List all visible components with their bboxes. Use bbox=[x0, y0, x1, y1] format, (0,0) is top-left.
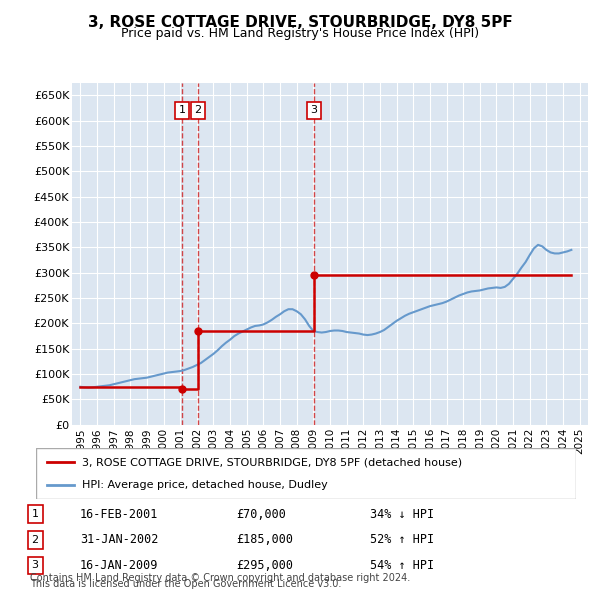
Text: 31-JAN-2002: 31-JAN-2002 bbox=[80, 533, 158, 546]
Text: 3, ROSE COTTAGE DRIVE, STOURBRIDGE, DY8 5PF: 3, ROSE COTTAGE DRIVE, STOURBRIDGE, DY8 … bbox=[88, 15, 512, 30]
Text: 1: 1 bbox=[179, 106, 185, 116]
Text: 16-FEB-2001: 16-FEB-2001 bbox=[80, 508, 158, 521]
Text: This data is licensed under the Open Government Licence v3.0.: This data is licensed under the Open Gov… bbox=[30, 579, 341, 589]
Text: Contains HM Land Registry data © Crown copyright and database right 2024.: Contains HM Land Registry data © Crown c… bbox=[30, 573, 410, 583]
Text: £185,000: £185,000 bbox=[236, 533, 293, 546]
Text: 52% ↑ HPI: 52% ↑ HPI bbox=[370, 533, 434, 546]
Text: 34% ↓ HPI: 34% ↓ HPI bbox=[370, 508, 434, 521]
Text: 3: 3 bbox=[32, 560, 38, 571]
Text: Price paid vs. HM Land Registry's House Price Index (HPI): Price paid vs. HM Land Registry's House … bbox=[121, 27, 479, 40]
Text: 1: 1 bbox=[32, 509, 38, 519]
FancyBboxPatch shape bbox=[36, 448, 576, 499]
Text: 16-JAN-2009: 16-JAN-2009 bbox=[80, 559, 158, 572]
Text: 3, ROSE COTTAGE DRIVE, STOURBRIDGE, DY8 5PF (detached house): 3, ROSE COTTAGE DRIVE, STOURBRIDGE, DY8 … bbox=[82, 457, 462, 467]
Text: 54% ↑ HPI: 54% ↑ HPI bbox=[370, 559, 434, 572]
Text: 2: 2 bbox=[194, 106, 202, 116]
Text: 2: 2 bbox=[32, 535, 39, 545]
Text: £70,000: £70,000 bbox=[236, 508, 286, 521]
Text: 3: 3 bbox=[311, 106, 317, 116]
Text: £295,000: £295,000 bbox=[236, 559, 293, 572]
Text: HPI: Average price, detached house, Dudley: HPI: Average price, detached house, Dudl… bbox=[82, 480, 328, 490]
